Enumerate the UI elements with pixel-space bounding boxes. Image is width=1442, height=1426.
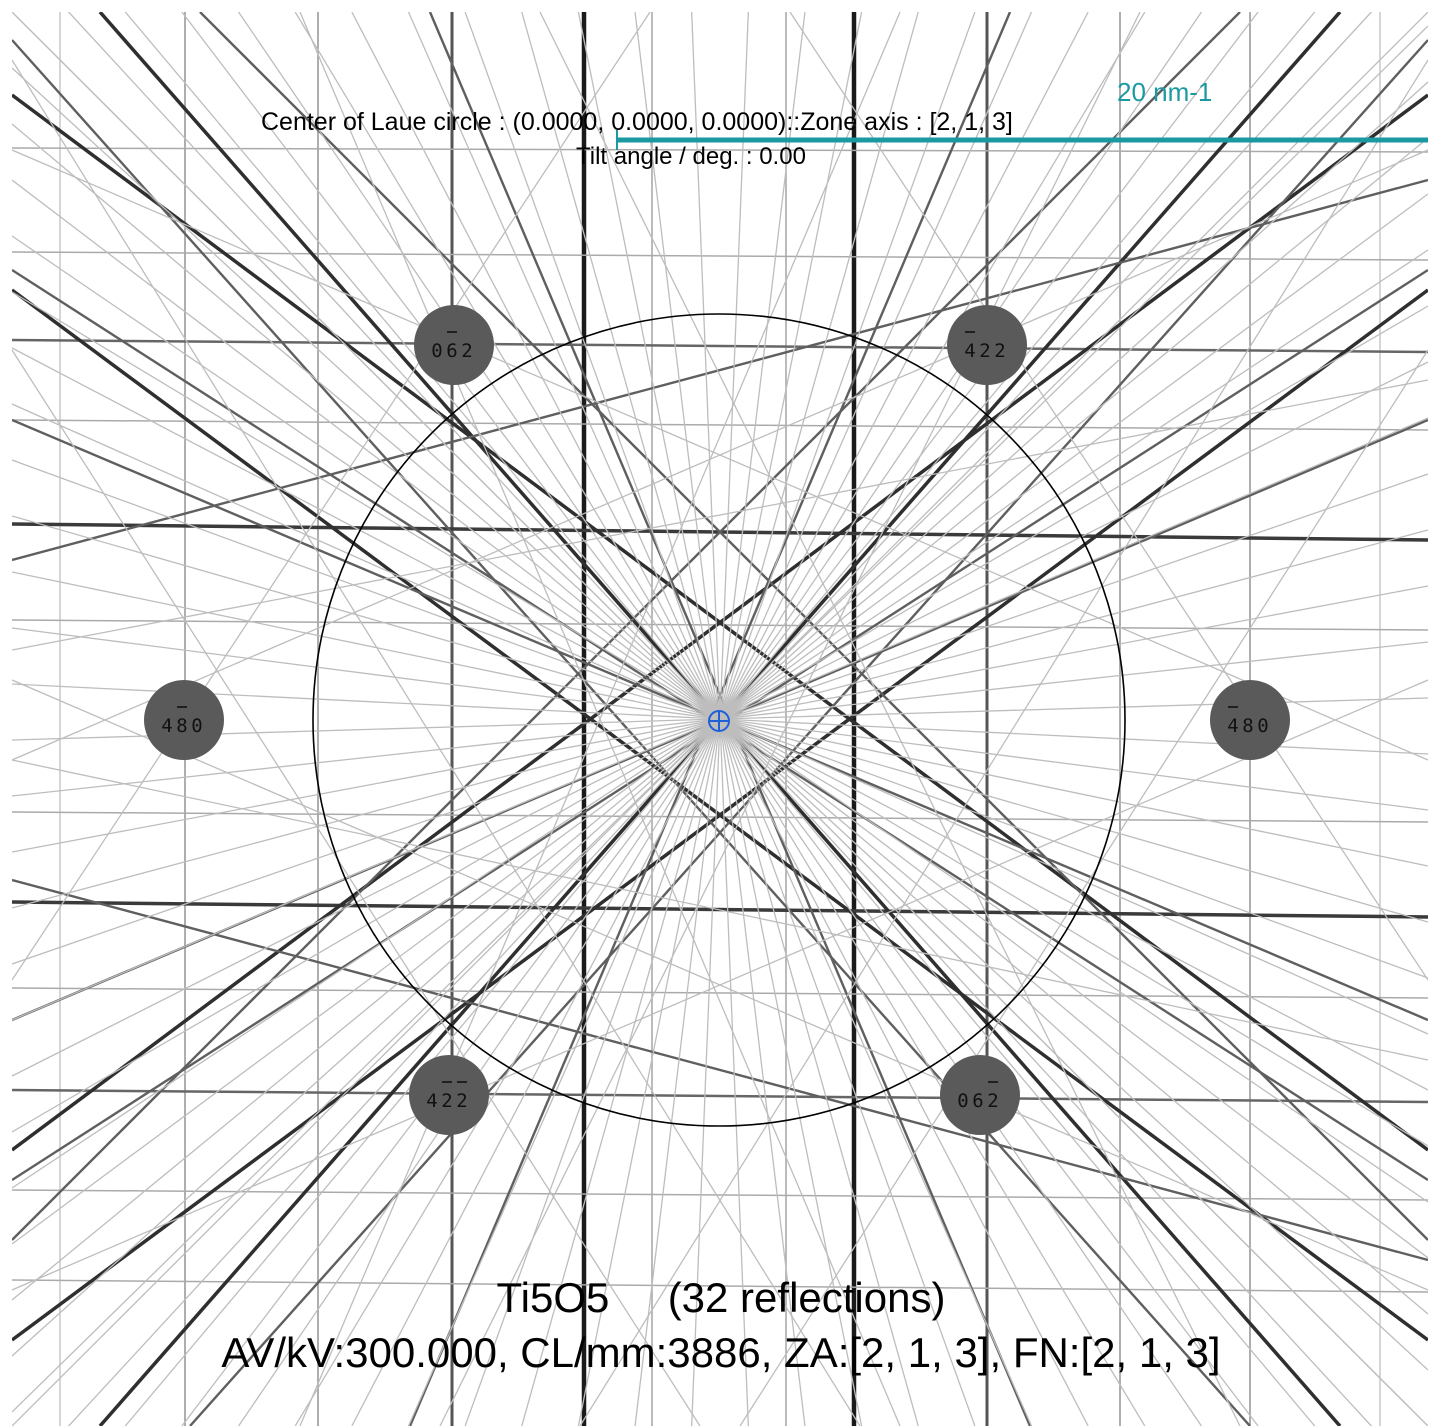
miller-index-digit: 0 (431, 340, 442, 362)
miller-index-digit: 0 (957, 1090, 968, 1112)
kikuchi-line (12, 878, 1428, 1262)
kikuchi-line (12, 149, 1428, 761)
reflection-disc (414, 305, 494, 385)
kikuchi-line (739, 349, 1428, 1426)
miller-index-digit: 4 (426, 1090, 437, 1112)
miller-index-digit: 6 (972, 1090, 983, 1112)
kikuchi-line (12, 59, 861, 1426)
miller-index-digit: 2 (994, 340, 1005, 362)
crystal-title: Ti5O5 (32 reflections) (496, 1274, 946, 1321)
miller-index-digit: 2 (456, 1090, 467, 1112)
kikuchi-line (12, 338, 1428, 354)
kikuchi-line (12, 987, 1428, 999)
scale-bar (616, 130, 1428, 150)
tilt-angle-header: Tilt angle / deg. : 0.00 (576, 143, 806, 170)
laue-circle (312, 313, 1126, 1127)
kikuchi-line (12, 1088, 1428, 1104)
miller-index-digit: 4 (161, 715, 172, 737)
reflection-disc (940, 1055, 1020, 1135)
miller-index-digit: 2 (461, 340, 472, 362)
instrument-params: AV/kV:300.000, CL/mm:3886, ZA:[2, 1, 3],… (221, 1329, 1221, 1376)
kikuchi-line (12, 349, 701, 1426)
kikuchi-line (12, 1279, 1428, 1293)
reflection-disc (409, 1055, 489, 1135)
kikuchi-line (12, 419, 1428, 431)
kikuchi-line (12, 251, 1428, 261)
kikuchi-line (299, 12, 901, 1426)
reflection-disc (947, 305, 1027, 385)
kikuchi-line (579, 59, 1428, 1426)
kikuchi-line (12, 147, 1428, 153)
miller-index-digit: 8 (1242, 715, 1253, 737)
reflection-disc (1210, 680, 1290, 760)
miller-index-digit: 0 (191, 715, 202, 737)
miller-index-digit: 0 (1257, 715, 1268, 737)
kikuchi-line (12, 679, 1428, 1291)
kikuchi-line (12, 93, 1428, 1152)
reflection-disc (144, 680, 224, 760)
crosshair-circle-icon (708, 710, 730, 732)
kikuchi-line (539, 12, 1241, 1426)
miller-index-digit: 8 (176, 715, 187, 737)
miller-index-digit: 4 (964, 340, 975, 362)
kikuchi-line (12, 178, 1428, 562)
laue-center-header: Center of Laue circle : (0.0000, 0.0000,… (261, 108, 1013, 136)
kikuchi-line (439, 12, 1141, 1426)
kikuchi-line (12, 1189, 1428, 1201)
kikuchi-line (12, 12, 651, 981)
miller-index-digit: 2 (979, 340, 990, 362)
scale-bar-label: 20 nm-1 (1117, 77, 1213, 107)
kikuchi-line (789, 12, 1428, 981)
miller-index-digit: 2 (441, 1090, 452, 1112)
miller-index-digit: 2 (987, 1090, 998, 1112)
kikuchi-line (12, 288, 1428, 1342)
kikuchi-line (12, 759, 1428, 1061)
kikuchi-line (12, 379, 1428, 651)
miller-index-digit: 4 (1227, 715, 1238, 737)
miller-index-digit: 6 (446, 340, 457, 362)
